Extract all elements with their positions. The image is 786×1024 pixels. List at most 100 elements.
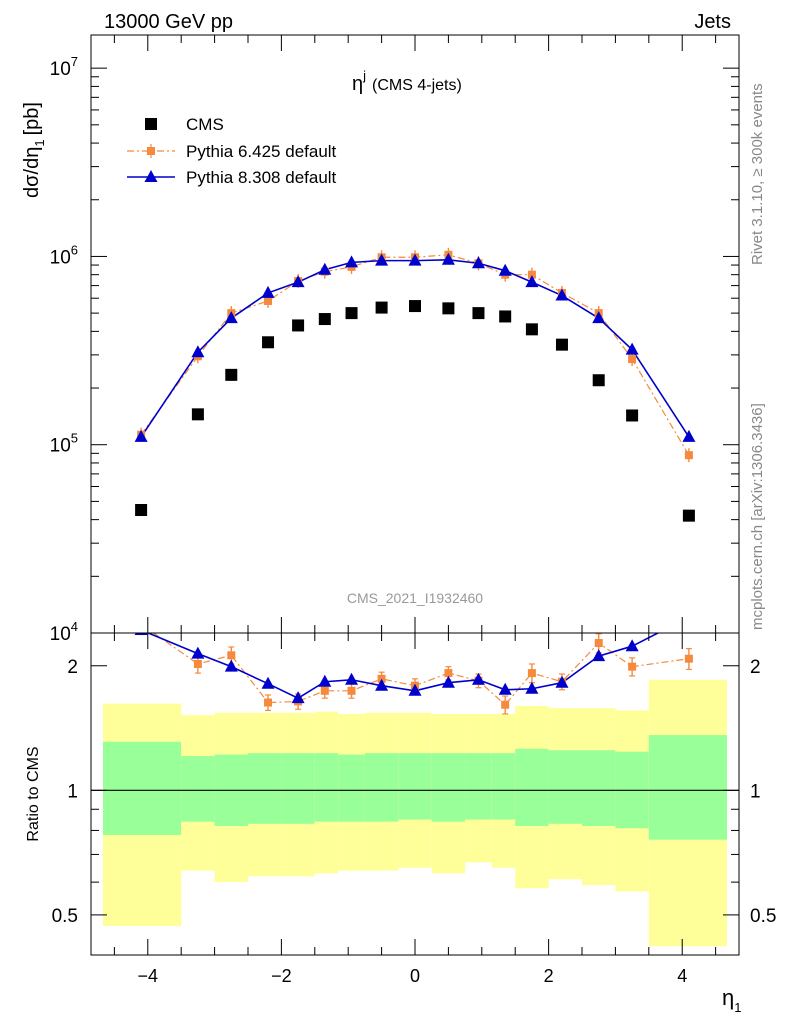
marker-square bbox=[292, 319, 305, 332]
marker-square bbox=[409, 300, 421, 313]
marker-square bbox=[555, 338, 568, 351]
ratio-marker-square-small bbox=[227, 651, 236, 660]
marker-square-small bbox=[264, 296, 273, 305]
y-tick-label: 107 bbox=[50, 54, 78, 80]
y-tick-base: 10 bbox=[50, 436, 71, 457]
watermark: CMS_2021_I1932460 bbox=[347, 590, 483, 606]
y-tick-label: 0.5 bbox=[52, 906, 78, 927]
marker-square bbox=[375, 301, 388, 314]
y-tick-label: 105 bbox=[50, 431, 78, 457]
chart-title-sub: (CMS 4-jets) bbox=[372, 77, 462, 94]
marker-square bbox=[442, 302, 455, 315]
ratio-marker-triangle bbox=[592, 649, 606, 662]
ratio-series bbox=[134, 633, 693, 715]
ylabel-ratio: Ratio to CMS bbox=[25, 746, 42, 841]
legend-marker-triangle bbox=[144, 170, 158, 182]
band-green bbox=[465, 753, 492, 820]
chart-title-sup: j bbox=[362, 68, 366, 83]
marker-triangle bbox=[592, 311, 606, 324]
y-tick-label: 2 bbox=[67, 657, 78, 678]
ratio-marker-triangle bbox=[408, 683, 422, 696]
legend: CMS Pythia 6.425 default Pythia 8.308 defa… bbox=[127, 115, 337, 187]
marker-square bbox=[472, 307, 485, 320]
ratio-marker-triangle bbox=[625, 639, 639, 652]
marker-square bbox=[592, 374, 605, 387]
y-tick-label-right: 2 bbox=[750, 657, 761, 678]
marker-triangle bbox=[191, 345, 205, 358]
marker-square bbox=[525, 323, 538, 336]
ratio-marker-square-small bbox=[501, 700, 510, 709]
ratio-bands bbox=[91, 679, 739, 947]
marker-triangle bbox=[318, 262, 332, 275]
ratio-marker-triangle bbox=[191, 646, 205, 659]
ylabel-main-text: dσ/dη bbox=[21, 147, 43, 198]
marker-triangle bbox=[471, 256, 485, 269]
marker-triangle bbox=[682, 429, 696, 442]
main-series bbox=[134, 247, 696, 522]
band-green bbox=[431, 753, 466, 822]
y-tick-base: 10 bbox=[50, 624, 71, 645]
marker-square-small bbox=[684, 451, 693, 460]
band-green bbox=[491, 753, 516, 820]
y-tick-exp: 4 bbox=[71, 619, 78, 634]
marker-triangle bbox=[261, 285, 275, 298]
ratio-marker-square-small bbox=[264, 698, 273, 707]
marker-square bbox=[626, 409, 639, 422]
ratio-marker-square-small bbox=[628, 662, 637, 671]
ylabel-main: dσ/dη1 [pb] bbox=[21, 102, 47, 198]
chart-title: ηj (CMS 4-jets) bbox=[352, 68, 462, 95]
band-green bbox=[314, 753, 339, 822]
y-tick-exp: 7 bbox=[71, 54, 78, 69]
y-tick-base: 10 bbox=[50, 59, 71, 80]
x-tick-label: 4 bbox=[677, 966, 687, 986]
ratio-marker-square-small bbox=[347, 686, 356, 695]
rivet-label: Rivet 3.1.10, ≥ 300k events bbox=[749, 83, 766, 265]
y-tick-label: 1 bbox=[67, 781, 78, 802]
ratio-marker-square-small bbox=[594, 639, 603, 648]
ratio-marker-square-small bbox=[527, 669, 536, 678]
legend-label: CMS bbox=[186, 115, 224, 134]
marker-triangle bbox=[555, 288, 569, 301]
x-tick-label: 2 bbox=[544, 966, 554, 986]
marker-triangle bbox=[345, 255, 359, 268]
ratio-marker-square-small bbox=[193, 659, 202, 668]
marker-triangle bbox=[134, 429, 148, 442]
marker-square bbox=[499, 310, 512, 323]
y-tick-label-right: 0.5 bbox=[750, 906, 776, 927]
ratio-marker-square-small bbox=[444, 669, 453, 678]
band-green bbox=[281, 753, 315, 824]
mcplots-label: mcplots.cern.ch [arXiv:1306.3436] bbox=[749, 403, 766, 630]
y-tick-exp: 6 bbox=[71, 242, 78, 257]
xlabel-main: η bbox=[722, 985, 734, 1010]
marker-triangle bbox=[525, 275, 539, 288]
legend-label: Pythia 8.308 default bbox=[186, 168, 337, 187]
band-green bbox=[103, 741, 182, 835]
ratio-marker-triangle bbox=[224, 659, 238, 672]
ratio-marker-triangle bbox=[318, 674, 332, 687]
chart-title-main: η bbox=[352, 73, 363, 95]
ylabel-main-unit: [pb] bbox=[21, 102, 43, 135]
legend-marker-square-small bbox=[147, 147, 155, 155]
band-green bbox=[338, 754, 365, 822]
marker-square-small bbox=[628, 355, 637, 364]
y-tick-base: 10 bbox=[50, 247, 71, 268]
marker-square bbox=[191, 408, 204, 421]
y-tick-label-right: 1 bbox=[750, 781, 761, 802]
marker-triangle bbox=[625, 342, 639, 355]
xlabel: η1 bbox=[722, 985, 741, 1015]
marker-square bbox=[262, 336, 275, 349]
marker-square-small bbox=[527, 270, 536, 279]
series-line-main bbox=[140, 254, 690, 456]
x-tick-label: 0 bbox=[410, 966, 420, 986]
band-green bbox=[181, 756, 215, 822]
marker-square bbox=[318, 313, 331, 326]
series-line-main bbox=[140, 258, 690, 438]
header-left: 13000 GeV pp bbox=[104, 11, 233, 33]
ratio-marker-triangle bbox=[345, 672, 359, 685]
ylabel-main-sub: 1 bbox=[32, 139, 47, 146]
marker-triangle bbox=[375, 253, 389, 266]
header-right: Jets bbox=[694, 11, 731, 33]
band-green bbox=[582, 750, 616, 826]
